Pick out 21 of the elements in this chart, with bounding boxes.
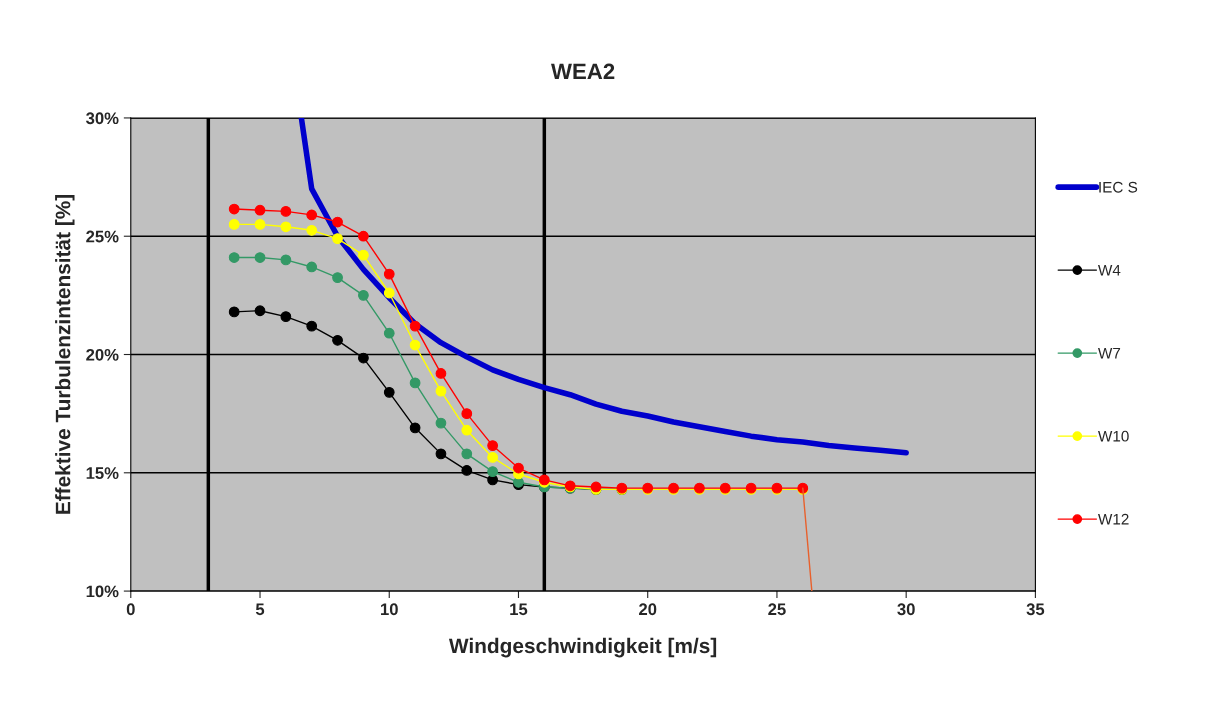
- x-tick-label: 30: [897, 603, 915, 616]
- legend-label: W4: [1097, 264, 1121, 276]
- y-tick-label: 30%: [86, 112, 119, 125]
- legend-label: W12: [1097, 513, 1129, 525]
- x-tick-label: 35: [1026, 603, 1045, 616]
- x-tick-label: 10: [381, 603, 398, 616]
- y-tick-label: 20%: [86, 348, 119, 361]
- legend-label: W10: [1097, 430, 1129, 442]
- x-axis-title: Windgeschwindigkeit [m/s]: [448, 637, 717, 658]
- y-tick-label: 15%: [86, 467, 119, 479]
- x-tick-label: 15: [510, 603, 528, 616]
- x-tick-label: 20: [639, 603, 657, 616]
- y-tick-label: 25%: [86, 230, 119, 243]
- y-axis-title: Effektive Turbulenzintensität [%]: [55, 194, 75, 514]
- x-tick-label: 5: [255, 603, 265, 616]
- x-tick-label: 25: [768, 603, 786, 616]
- x-tick-label: 0: [126, 603, 135, 616]
- y-tick-label: 10%: [86, 585, 119, 598]
- legend-label: W7: [1097, 347, 1121, 359]
- legend-label: IEC S: [1099, 181, 1138, 193]
- chart-title: WEA2: [551, 63, 615, 80]
